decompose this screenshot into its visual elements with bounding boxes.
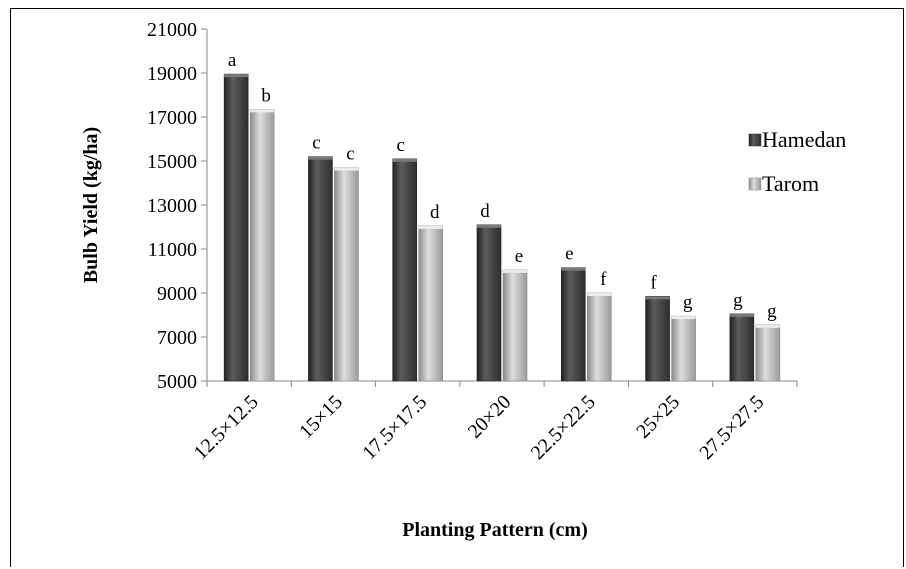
legend-swatch-tarom (748, 177, 762, 191)
y-tick-label: 7000 (157, 327, 197, 349)
bar-tarom-6 (755, 324, 781, 382)
significance-letter: g (767, 301, 777, 322)
bar-hamedan-4 (560, 267, 586, 382)
significance-letter: e (515, 246, 523, 267)
x-tick-label: 12.5×12.5 (190, 391, 263, 464)
significance-letter: e (565, 244, 573, 265)
significance-letter: b (261, 85, 271, 106)
x-tick-label: 17.5×17.5 (358, 391, 431, 464)
legend-swatch-hamedan (748, 133, 762, 147)
significance-letters: a b c c c d d e e f f g g g (228, 50, 777, 322)
y-tick-label: 15000 (147, 151, 197, 173)
significance-letter: g (683, 292, 693, 313)
bar-cap (645, 296, 670, 300)
bar-hamedan-6 (729, 313, 755, 382)
x-axis-title: Planting Pattern (cm) (402, 519, 588, 541)
significance-letter: d (430, 202, 440, 223)
bar-tarom-3 (502, 269, 528, 382)
legend-label-tarom: Tarom (762, 171, 819, 196)
bar-tarom-0 (249, 109, 275, 382)
x-tick-label: 27.5×27.5 (695, 391, 768, 464)
significance-letter: d (480, 201, 490, 222)
bar-hamedan-5 (645, 295, 670, 382)
bar-cap (755, 324, 780, 328)
bar-hamedan-0 (223, 73, 249, 382)
significance-letter: a (228, 50, 237, 71)
chart-frame (10, 8, 904, 567)
bar-cap (250, 109, 275, 113)
x-tick-label: 20×20 (464, 391, 516, 443)
axes (206, 29, 797, 382)
significance-letter: f (600, 269, 607, 290)
bar-hamedan-2 (392, 158, 418, 382)
bar-tarom-5 (671, 315, 696, 382)
y-tick-label: 11000 (148, 239, 197, 261)
bar-cap (308, 156, 333, 160)
bars (223, 73, 781, 382)
y-tick-label: 9000 (157, 283, 197, 305)
bar-cap (503, 269, 527, 273)
y-tick-label: 5000 (157, 371, 197, 393)
legend-label-hamedan: Hamedan (762, 127, 846, 152)
y-ticks: 5000 7000 9000 11000 13000 15000 17000 19000 210… (147, 19, 207, 393)
bar-hamedan-3 (476, 224, 502, 382)
bar-cap (587, 293, 612, 296)
x-tick-label: 15×15 (295, 391, 347, 443)
x-tick-label: 25×25 (632, 391, 684, 443)
significance-letter: f (650, 272, 657, 293)
bar-cap (418, 225, 443, 229)
bar-tarom-1 (334, 167, 359, 382)
significance-letter: g (733, 290, 743, 311)
significance-letter: c (346, 144, 354, 165)
bar-cap (477, 224, 501, 228)
y-tick-label: 21000 (147, 19, 197, 41)
bar-hamedan-1 (308, 156, 333, 382)
legend: Hamedan Tarom (748, 127, 846, 196)
bar-cap (392, 158, 417, 162)
bar-cap (729, 313, 754, 317)
y-axis-title: Bulb Yield (kg/ha) (80, 127, 102, 283)
bar-cap (671, 316, 696, 320)
y-tick-label: 13000 (147, 195, 197, 217)
significance-letter: c (396, 135, 404, 156)
bar-cap (334, 167, 359, 171)
x-ticks: 12.5×12.5 15×15 17.5×17.5 20×20 22.5×22.5 25×… (190, 381, 798, 464)
x-tick-label: 22.5×22.5 (527, 391, 600, 464)
bar-tarom-2 (418, 225, 444, 382)
bar-tarom-4 (586, 292, 612, 382)
y-tick-label: 19000 (147, 63, 197, 85)
bar-cap (561, 267, 586, 271)
y-tick-label: 17000 (147, 107, 197, 129)
bar-cap (224, 74, 249, 78)
significance-letter: c (312, 133, 320, 154)
